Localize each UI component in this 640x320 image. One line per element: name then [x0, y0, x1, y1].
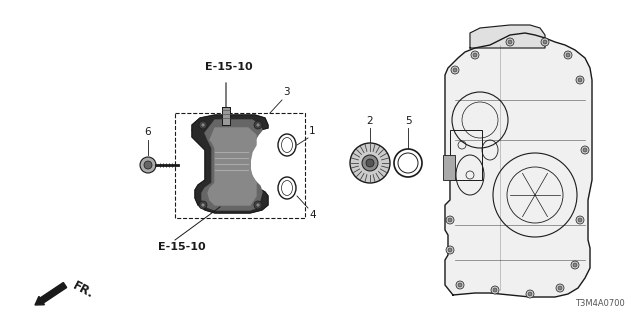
Circle shape [201, 123, 205, 127]
Circle shape [451, 66, 459, 74]
Circle shape [576, 216, 584, 224]
Circle shape [199, 121, 207, 129]
Circle shape [571, 261, 579, 269]
Text: T3M4A0700: T3M4A0700 [575, 299, 625, 308]
Polygon shape [208, 128, 256, 205]
Polygon shape [470, 25, 545, 48]
Circle shape [446, 246, 454, 254]
Text: 2: 2 [367, 116, 373, 126]
Circle shape [578, 218, 582, 222]
Bar [443, 155, 455, 180]
Circle shape [576, 76, 584, 84]
Polygon shape [445, 33, 592, 297]
Circle shape [448, 248, 452, 252]
Circle shape [453, 68, 457, 72]
Text: E-15-10: E-15-10 [158, 242, 205, 252]
Text: 3: 3 [283, 87, 290, 97]
Circle shape [446, 216, 454, 224]
FancyArrow shape [35, 283, 67, 305]
Circle shape [541, 38, 549, 46]
Circle shape [564, 51, 572, 59]
Circle shape [491, 286, 499, 294]
Circle shape [256, 203, 260, 207]
Circle shape [473, 53, 477, 57]
Text: 4: 4 [309, 210, 316, 220]
Circle shape [556, 284, 564, 292]
Circle shape [506, 38, 514, 46]
Circle shape [140, 157, 156, 173]
Circle shape [543, 40, 547, 44]
Circle shape [456, 281, 464, 289]
Polygon shape [202, 120, 262, 210]
Circle shape [256, 123, 260, 127]
Circle shape [573, 263, 577, 267]
Circle shape [199, 201, 207, 209]
Circle shape [581, 146, 589, 154]
Text: 6: 6 [145, 127, 151, 137]
Text: 1: 1 [309, 126, 316, 136]
Circle shape [566, 53, 570, 57]
Bar [450, 130, 482, 180]
Circle shape [583, 148, 587, 152]
Circle shape [528, 292, 532, 296]
Circle shape [254, 121, 262, 129]
Text: E-15-10: E-15-10 [205, 62, 253, 72]
Text: FR.: FR. [70, 279, 95, 301]
Circle shape [471, 51, 479, 59]
Circle shape [350, 143, 390, 183]
Circle shape [201, 203, 205, 207]
Circle shape [254, 201, 262, 209]
Circle shape [493, 288, 497, 292]
Circle shape [362, 155, 378, 171]
Circle shape [508, 40, 512, 44]
Text: 5: 5 [404, 116, 412, 126]
Bar [175, 113, 305, 218]
Circle shape [578, 78, 582, 82]
Circle shape [558, 286, 562, 290]
Polygon shape [192, 115, 268, 213]
Circle shape [448, 218, 452, 222]
Bar [222, 107, 230, 125]
Circle shape [366, 159, 374, 167]
Bar [222, 107, 230, 125]
Circle shape [458, 283, 462, 287]
Circle shape [526, 290, 534, 298]
Circle shape [144, 161, 152, 169]
